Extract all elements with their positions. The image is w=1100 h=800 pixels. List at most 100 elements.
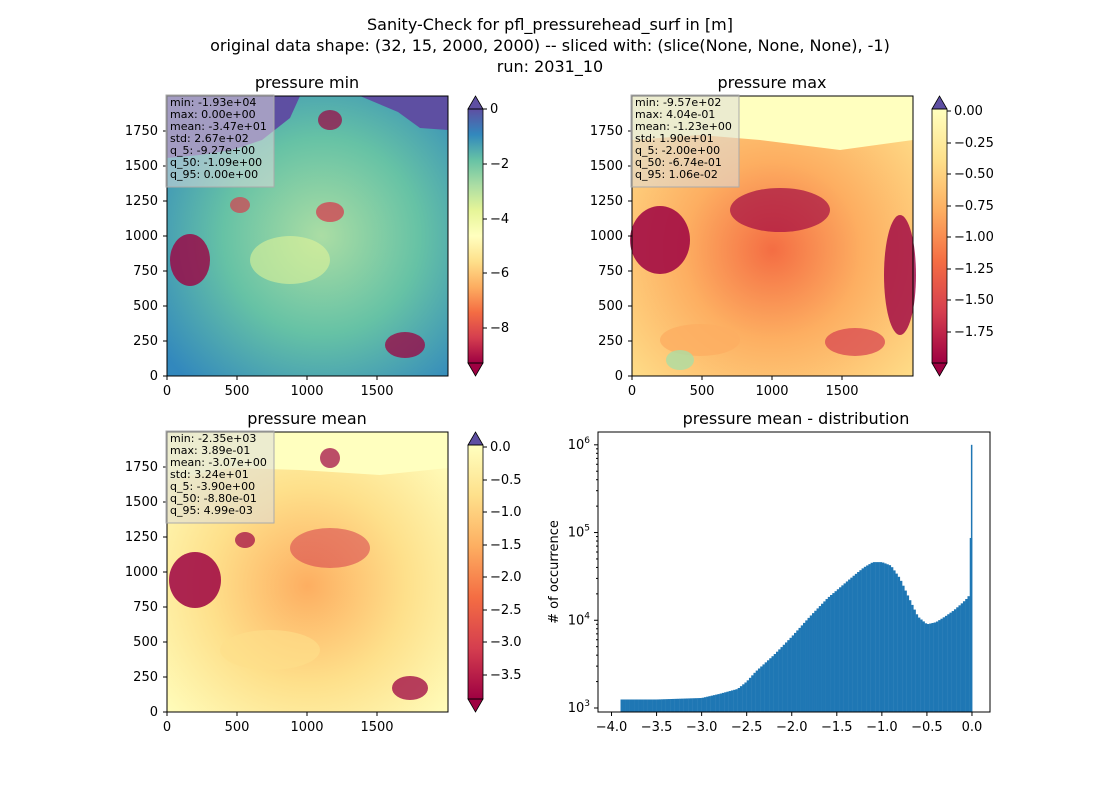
x-tick-label: 1500 [360, 720, 393, 735]
suptitle-line-1: Sanity-Check for pfl_pressurehead_surf i… [367, 15, 733, 35]
x-tick-label: −2.5 [731, 720, 763, 735]
histogram-bar [933, 622, 937, 712]
histogram-bar [863, 566, 867, 712]
histogram-bar [649, 699, 653, 712]
histogram-bar [796, 630, 799, 712]
histogram-bar [663, 699, 666, 712]
x-axis: −4.0 −3.5 −3.0 −2.5 −2.0 −1.5 −1.0 −0.5 0.0 [596, 712, 982, 735]
y-axis: 0 250 500 750 1000 1250 1500 1750 [125, 460, 167, 720]
y-tick-label: 500 [598, 299, 623, 314]
histogram-bar [868, 564, 871, 712]
y-tick-label: 750 [598, 264, 623, 279]
y-tick-label: 1750 [125, 460, 158, 475]
histogram-bar [827, 596, 831, 712]
histogram-bar [724, 692, 727, 712]
colorbar-extend-min [467, 362, 484, 377]
histogram-bar [805, 620, 808, 712]
y-tick-label: 1500 [125, 159, 158, 174]
cbar-tick-label: −1.75 [954, 325, 994, 340]
histogram-bar [814, 610, 817, 712]
histogram-bar [676, 698, 680, 712]
cbar-tick-label: 0.0 [490, 440, 511, 455]
histogram-bar [694, 698, 698, 712]
stat-line: q_95: 4.99e-03 [170, 504, 253, 517]
histogram-bar [715, 694, 718, 712]
histogram-bar [757, 668, 761, 712]
cbar-tick-label: −1.50 [954, 293, 994, 308]
histogram-bar [665, 699, 669, 712]
x-axis: 0 500 1000 1500 [163, 712, 394, 735]
cbar-tick-label: −0.75 [954, 199, 994, 214]
stat-line: mean: -3.07e+00 [170, 456, 267, 469]
histogram-bar [942, 617, 946, 712]
histogram-bars [620, 444, 973, 712]
panel-pressure-mean: pressure mean 0 500 1000 1500 0 250 500 … [125, 409, 522, 735]
y-tick-label: 105 [568, 524, 590, 541]
stat-line: q_95: 0.00e+00 [170, 168, 258, 181]
histogram-bar [821, 603, 824, 712]
histogram-bar [848, 579, 851, 712]
panel-pressure-min: pressure min 0 500 1000 1500 0 250 500 7… [125, 73, 509, 399]
suptitle-line-3: run: 2031_10 [497, 57, 603, 77]
x-tick-label: 1500 [360, 384, 393, 399]
histogram-bar [703, 697, 707, 712]
stat-line: mean: -3.47e+01 [170, 120, 267, 133]
cbar-tick-label: −2.0 [490, 570, 522, 585]
stat-line: q_95: 1.06e-02 [635, 168, 718, 181]
y-tick-label: 1250 [125, 530, 158, 545]
heatmap-image [167, 96, 448, 376]
histogram-bar [778, 649, 781, 712]
histogram-bar [881, 562, 885, 712]
y-tick-label: 1750 [590, 124, 623, 139]
stat-line: q_5: -2.00e+00 [635, 144, 720, 157]
panel-pressure-mean-distribution: pressure mean - distribution −4.0 −3.5 −3.… [547, 409, 991, 735]
histogram-bar [926, 624, 930, 712]
histogram-bar [708, 696, 711, 712]
histogram-bar [915, 614, 919, 712]
histogram-bar [875, 562, 878, 712]
histogram-bar [782, 644, 786, 712]
x-axis: 0 500 1000 1500 [628, 376, 859, 399]
y-axis-label: # of occurrence [547, 520, 562, 624]
histogram-bar [904, 590, 907, 712]
histogram-bar [780, 647, 783, 712]
y-tick-label: 1000 [125, 229, 158, 244]
histogram-bar [769, 658, 772, 712]
histogram-bar [859, 570, 862, 712]
x-tick-label: 1000 [290, 720, 323, 735]
histogram-bar [953, 609, 957, 712]
histogram-bar [652, 699, 655, 712]
y-tick-label: 500 [133, 299, 158, 314]
x-tick-label: −3.5 [641, 720, 673, 735]
histogram-bar [762, 664, 765, 712]
y-tick-label: 1000 [125, 565, 158, 580]
panel-title: pressure min [255, 73, 359, 92]
x-tick-label: 0 [163, 384, 171, 399]
histogram-bar [924, 623, 928, 712]
histogram-bar [631, 699, 635, 712]
x-tick-label: 1000 [755, 384, 788, 399]
stat-line: min: -1.93e+04 [170, 96, 256, 109]
panel-title: pressure mean [247, 409, 367, 428]
histogram-bar [931, 622, 934, 712]
histogram-bar [701, 697, 705, 712]
histogram-bar [839, 587, 842, 712]
histogram-bar [733, 689, 736, 712]
histogram-bar [962, 601, 966, 712]
histogram-bar [710, 695, 714, 712]
histogram-bar [920, 619, 923, 712]
histogram-bar [719, 693, 723, 712]
y-axis: 0 250 500 750 1000 1250 1500 1750 [590, 124, 632, 384]
histogram-bar [643, 699, 646, 712]
y-tick-label: 500 [133, 635, 158, 650]
stat-line: std: 3.24e+01 [170, 468, 249, 481]
y-tick-label: 0 [150, 369, 158, 384]
histogram-bar [917, 617, 921, 712]
histogram-bar [742, 684, 745, 712]
histogram-bar [818, 606, 822, 712]
histogram-bar [697, 698, 700, 712]
panel-title: pressure max [717, 73, 826, 92]
y-tick-label: 250 [133, 334, 158, 349]
histogram-bar [679, 698, 682, 712]
